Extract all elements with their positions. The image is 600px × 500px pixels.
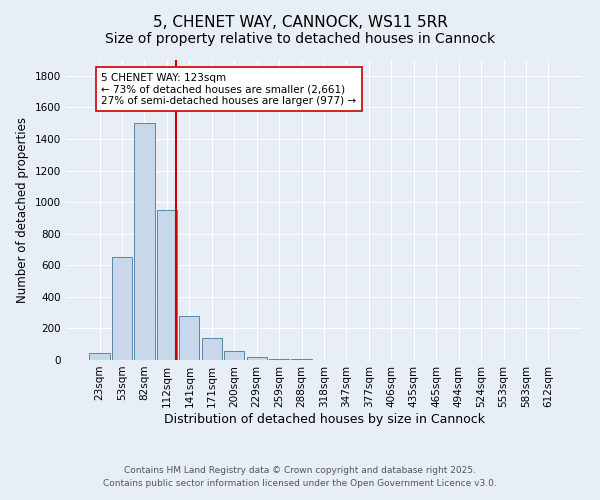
Bar (179, 316, 199, 360)
Text: Contains HM Land Registry data © Crown copyright and database right 2025.
Contai: Contains HM Land Registry data © Crown c… (103, 466, 497, 487)
Text: 5 CHENET WAY: 123sqm
← 73% of detached houses are smaller (2,661)
27% of semi-de: 5 CHENET WAY: 123sqm ← 73% of detached h… (101, 72, 356, 106)
Bar (224, 350, 244, 360)
Bar (157, 210, 177, 360)
Bar (89, 353, 110, 360)
X-axis label: Distribution of detached houses by size in Cannock: Distribution of detached houses by size … (163, 412, 485, 426)
Bar (202, 338, 222, 360)
Bar (247, 357, 267, 360)
Bar (112, 258, 132, 360)
Y-axis label: Number of detached properties: Number of detached properties (16, 117, 29, 303)
Bar (134, 123, 155, 360)
Bar (269, 358, 289, 360)
Text: Size of property relative to detached houses in Cannock: Size of property relative to detached ho… (105, 32, 495, 46)
Text: 5, CHENET WAY, CANNOCK, WS11 5RR: 5, CHENET WAY, CANNOCK, WS11 5RR (152, 15, 448, 30)
